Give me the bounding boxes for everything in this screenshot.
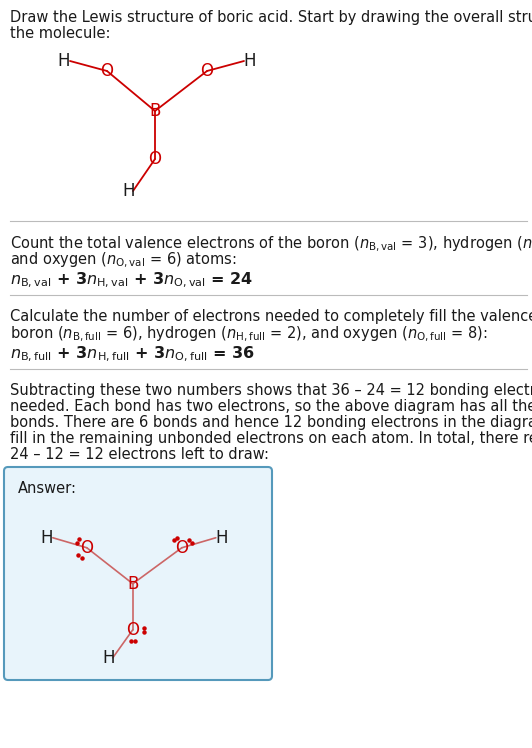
- Text: O: O: [80, 539, 93, 557]
- Text: O: O: [176, 539, 188, 557]
- Text: and oxygen ($n_{\mathrm{O,val}}$ = 6) atoms:: and oxygen ($n_{\mathrm{O,val}}$ = 6) at…: [10, 251, 237, 270]
- Text: Count the total valence electrons of the boron ($n_{\mathrm{B,val}}$ = 3), hydro: Count the total valence electrons of the…: [10, 235, 532, 254]
- Text: 24 – 12 = 12 electrons left to draw:: 24 – 12 = 12 electrons left to draw:: [10, 447, 269, 462]
- Text: O: O: [126, 621, 139, 639]
- Text: H: H: [58, 52, 70, 70]
- Text: Subtracting these two numbers shows that 36 – 24 = 12 bonding electrons are: Subtracting these two numbers shows that…: [10, 383, 532, 398]
- Text: H: H: [244, 52, 256, 70]
- Text: Draw the Lewis structure of boric acid. Start by drawing the overall structure o: Draw the Lewis structure of boric acid. …: [10, 10, 532, 25]
- Text: H: H: [103, 649, 115, 666]
- Text: Calculate the number of electrons needed to completely fill the valence shells f: Calculate the number of electrons needed…: [10, 309, 532, 324]
- Text: B: B: [127, 574, 138, 592]
- Text: B: B: [149, 102, 161, 120]
- Text: needed. Each bond has two electrons, so the above diagram has all the necessary: needed. Each bond has two electrons, so …: [10, 399, 532, 414]
- Text: $n_{\mathrm{B,val}}$ + 3$n_{\mathrm{H,val}}$ + 3$n_{\mathrm{O,val}}$ = 24: $n_{\mathrm{B,val}}$ + 3$n_{\mathrm{H,va…: [10, 271, 253, 290]
- Text: Answer:: Answer:: [18, 481, 77, 496]
- Text: boron ($n_{\mathrm{B,full}}$ = 6), hydrogen ($n_{\mathrm{H,full}}$ = 2), and oxy: boron ($n_{\mathrm{B,full}}$ = 6), hydro…: [10, 325, 488, 344]
- Text: H: H: [215, 529, 228, 547]
- Text: H: H: [40, 529, 53, 547]
- Text: O: O: [101, 62, 113, 80]
- Text: O: O: [201, 62, 213, 80]
- Text: bonds. There are 6 bonds and hence 12 bonding electrons in the diagram. Lastly,: bonds. There are 6 bonds and hence 12 bo…: [10, 415, 532, 430]
- Text: $n_{\mathrm{B,full}}$ + 3$n_{\mathrm{H,full}}$ + 3$n_{\mathrm{O,full}}$ = 36: $n_{\mathrm{B,full}}$ + 3$n_{\mathrm{H,f…: [10, 345, 255, 364]
- FancyBboxPatch shape: [4, 467, 272, 680]
- Text: O: O: [148, 150, 162, 168]
- Text: the molecule:: the molecule:: [10, 26, 111, 41]
- Text: H: H: [123, 182, 135, 200]
- Text: fill in the remaining unbonded electrons on each atom. In total, there remain: fill in the remaining unbonded electrons…: [10, 431, 532, 446]
